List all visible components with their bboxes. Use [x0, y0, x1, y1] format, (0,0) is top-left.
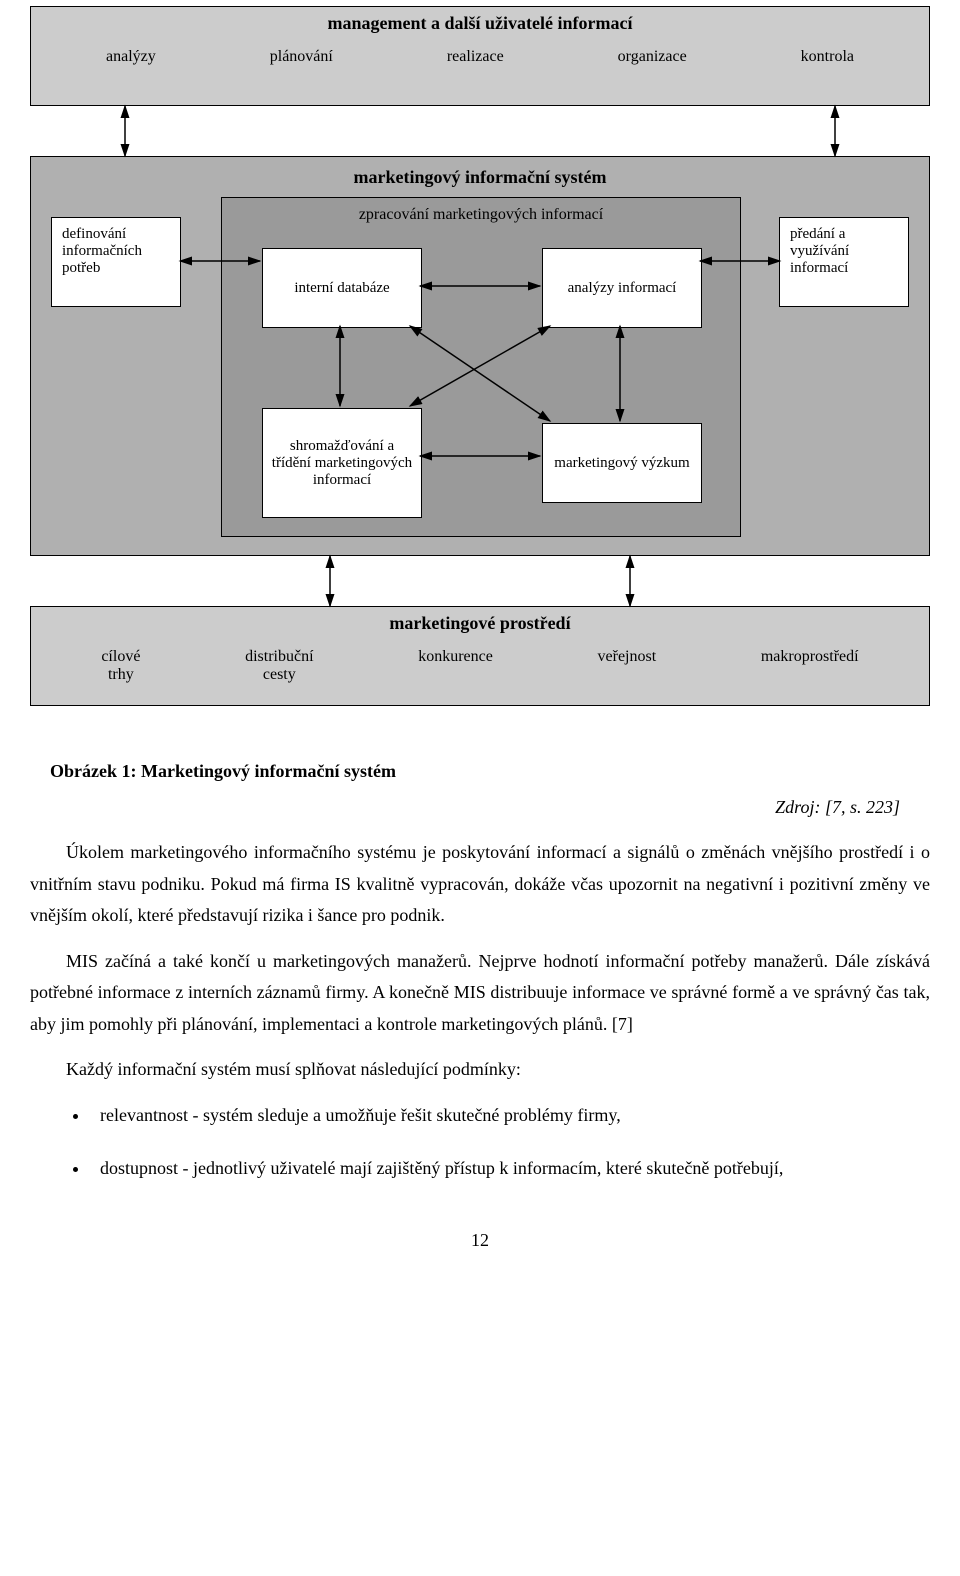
mid-title: marketingový informační systém — [31, 157, 929, 188]
top-title: management a další uživatelé informací — [31, 7, 929, 34]
bot-row: cílovétrhy distribučnícesty konkurence v… — [31, 634, 929, 684]
bot-item-2: konkurence — [418, 648, 493, 684]
top-item-4: kontrola — [801, 48, 854, 66]
top-item-2: realizace — [447, 48, 504, 66]
cell-tl: interní databáze — [262, 248, 422, 328]
top-item-1: plánování — [270, 48, 333, 66]
paragraph-1: Úkolem marketingového informačního systé… — [30, 837, 930, 932]
bullet-1: relevantnost - systém sleduje a umožňuje… — [90, 1100, 930, 1132]
top-row: analýzy plánování realizace organizace k… — [31, 34, 929, 66]
bullet-list: relevantnost - systém sleduje a umožňuje… — [90, 1100, 930, 1185]
cell-left: definování informačních potřeb — [51, 217, 181, 307]
paragraph-2: MIS začíná a také končí u marketingových… — [30, 946, 930, 1041]
bot-item-1: distribučnícesty — [245, 648, 313, 684]
top-item-3: organizace — [618, 48, 687, 66]
page-number: 12 — [30, 1225, 930, 1257]
body-text: Obrázek 1: Marketingový informační systé… — [30, 756, 930, 1256]
diagram-top-box: management a další uživatelé informací a… — [30, 6, 930, 106]
figure-source: Zdroj: [7, s. 223] — [30, 792, 900, 824]
figure-caption: Obrázek 1: Marketingový informační systé… — [50, 756, 930, 788]
cell-bl: shromažďování a třídění marketingových i… — [262, 408, 422, 518]
mis-diagram: management a další uživatelé informací a… — [30, 6, 930, 726]
bullet-2: dostupnost - jednotlivý uživatelé mají z… — [90, 1153, 930, 1185]
cell-right: předání a využívání informací — [779, 217, 909, 307]
bot-item-3: veřejnost — [598, 648, 657, 684]
paragraph-3: Každý informační systém musí splňovat ná… — [30, 1054, 930, 1086]
diagram-mid-box: marketingový informační systém definován… — [30, 156, 930, 556]
inner-title: zpracování marketingových informací — [222, 198, 740, 224]
cell-tr: analýzy informací — [542, 248, 702, 328]
bot-item-0: cílovétrhy — [101, 648, 140, 684]
diagram-inner-box: zpracování marketingových informací inte… — [221, 197, 741, 537]
bot-item-4: makroprostředí — [761, 648, 859, 684]
bot-title: marketingové prostředí — [31, 607, 929, 634]
diagram-bot-box: marketingové prostředí cílovétrhy distri… — [30, 606, 930, 706]
top-item-0: analýzy — [106, 48, 156, 66]
cell-br: marketingový výzkum — [542, 423, 702, 503]
